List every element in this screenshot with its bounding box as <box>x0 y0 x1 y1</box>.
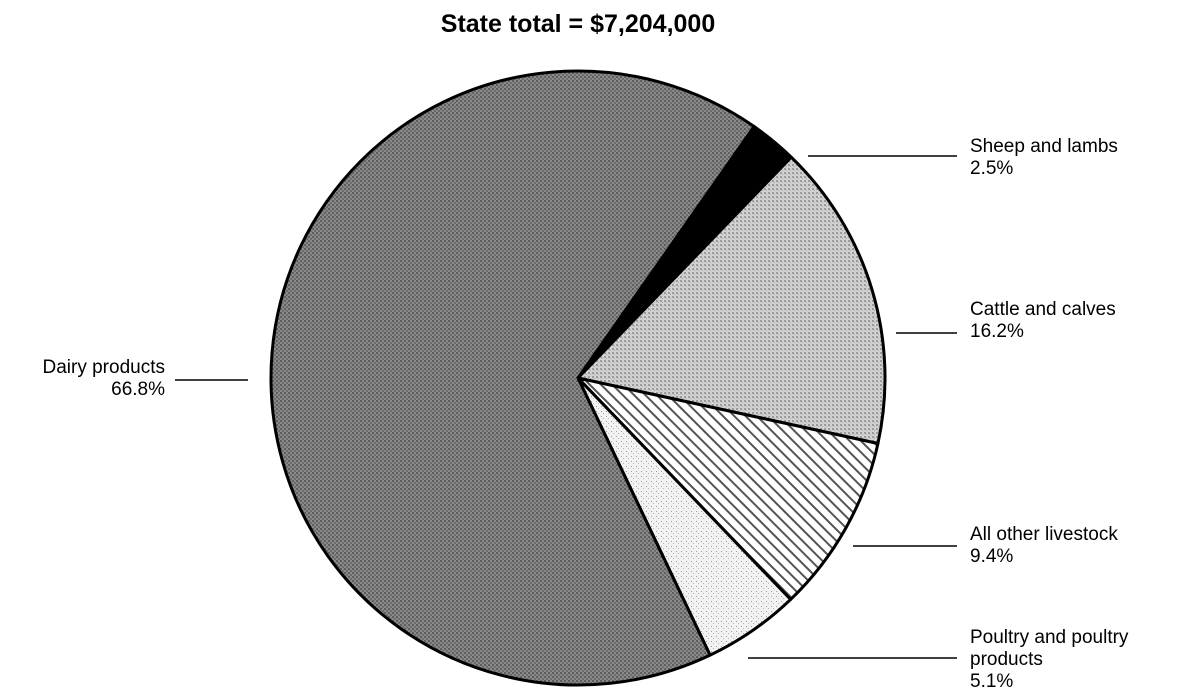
slice-name-label: All other livestock <box>970 524 1118 545</box>
slice-label: Poultry and poultry products 5.1% <box>970 627 1129 692</box>
slice-name-label: Cattle and calves <box>970 299 1116 320</box>
chart-title: State total = $7,204,000 <box>441 10 715 38</box>
slice-value-label: 5.1% <box>970 671 1013 692</box>
slice-name-label: Sheep and lambs <box>970 136 1118 157</box>
slice-label: Cattle and calves 16.2% <box>970 299 1116 342</box>
slice-label: All other livestock 9.4% <box>970 524 1118 567</box>
pie-slice-all-other-livestock <box>576 376 880 601</box>
pie-slice-cattle-and-calves <box>576 155 887 446</box>
pie-slices <box>269 69 887 687</box>
slice-value-label: 16.2% <box>970 321 1024 342</box>
slice-name-label: products <box>970 649 1043 670</box>
slice-labels: Sheep and lambs 2.5% Cattle and calves 16.2… <box>43 136 1129 692</box>
slice-label: Dairy products 66.8% <box>43 357 166 400</box>
slice-name-label: Poultry and poultry <box>970 627 1129 648</box>
slice-label: Sheep and lambs 2.5% <box>970 136 1118 179</box>
slice-value-label: 9.4% <box>970 546 1013 567</box>
pie-slice-dairy-products <box>269 69 756 687</box>
slice-value-label: 2.5% <box>970 158 1013 179</box>
slice-value-label: 66.8% <box>111 379 165 400</box>
slice-name-label: Dairy products <box>43 357 166 378</box>
leader-lines <box>175 155 957 659</box>
